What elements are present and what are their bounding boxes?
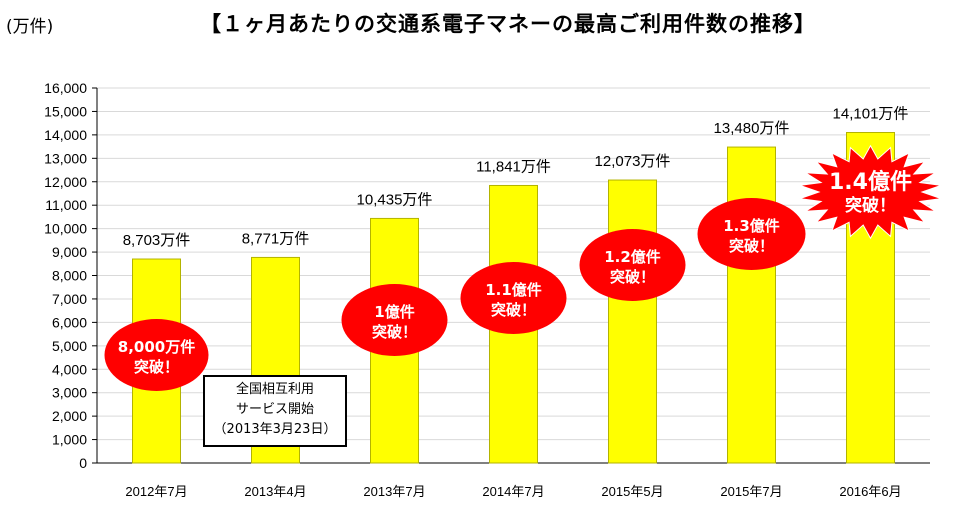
milestone-badge xyxy=(104,319,209,391)
bar xyxy=(608,179,657,464)
y-tick-label: 7,000 xyxy=(52,291,87,307)
milestone-badge-amount: 1.1億件 xyxy=(485,281,542,299)
milestone-badge-text: 突破！ xyxy=(610,268,655,286)
y-axis-unit-label: (万件) xyxy=(6,17,54,37)
milestone-badge-amount: 8,000万件 xyxy=(118,338,195,356)
milestone-badge-amount: 1.2億件 xyxy=(604,248,661,266)
y-tick-label: 16,000 xyxy=(44,80,87,96)
milestone-badge-text: 突破！ xyxy=(729,237,774,255)
milestone-badge-text: 突破！ xyxy=(491,301,536,319)
y-tick-label: 13,000 xyxy=(44,150,87,166)
data-label: 13,480万件 xyxy=(714,120,790,137)
note-line-3: （2013年3月23日） xyxy=(213,422,337,437)
milestone-badge-amount: 1.4億件 xyxy=(829,169,912,195)
x-tick-label: 2015年5月 xyxy=(601,484,663,499)
milestone-badge-amount: 1億件 xyxy=(374,303,414,321)
milestone-badge-text: 突破！ xyxy=(134,358,179,376)
y-tick-label: 0 xyxy=(79,455,87,471)
data-label: 11,841万件 xyxy=(476,158,551,175)
x-tick-label: 2013年7月 xyxy=(363,484,425,499)
y-tick-label: 1,000 xyxy=(52,432,87,448)
y-tick-label: 10,000 xyxy=(44,221,87,237)
bar xyxy=(727,146,776,464)
x-tick-label: 2013年4月 xyxy=(244,484,306,499)
y-tick-label: 8,000 xyxy=(52,268,87,284)
y-tick-label: 14,000 xyxy=(44,127,87,143)
milestone-badge-text: 突破！ xyxy=(372,323,417,341)
milestone-badge xyxy=(341,284,448,356)
milestone-badge xyxy=(579,229,686,301)
y-tick-label: 9,000 xyxy=(52,244,87,260)
data-label: 8,771万件 xyxy=(242,230,310,247)
x-tick-label: 2015年7月 xyxy=(720,484,782,499)
y-tick-label: 11,000 xyxy=(45,197,87,213)
x-tick-label: 2012年7月 xyxy=(125,484,187,499)
note-line-1: 全国相互利用 xyxy=(235,382,314,397)
milestone-badge xyxy=(697,198,806,270)
milestone-badge-text: 突破！ xyxy=(845,195,896,216)
y-tick-label: 6,000 xyxy=(52,314,87,330)
y-tick-label: 5,000 xyxy=(52,338,87,354)
y-tick-label: 2,000 xyxy=(52,408,87,424)
data-label: 14,101万件 xyxy=(833,106,909,123)
y-tick-label: 3,000 xyxy=(52,385,87,401)
data-label: 10,435万件 xyxy=(357,191,433,208)
y-tick-label: 4,000 xyxy=(52,361,87,377)
milestone-badge-amount: 1.3億件 xyxy=(723,217,780,235)
data-label: 12,073万件 xyxy=(595,153,671,170)
data-label: 8,703万件 xyxy=(123,232,191,249)
milestone-burst-badge xyxy=(799,144,942,240)
x-tick-label: 2014年7月 xyxy=(482,484,544,499)
x-tick-label: 2016年6月 xyxy=(839,484,901,499)
chart-title: 【１ヶ月あたりの交通系電子マネーの最高ご利用件数の推移】 xyxy=(200,12,816,36)
y-tick-label: 15,000 xyxy=(44,103,87,119)
y-tick-label: 12,000 xyxy=(44,174,87,190)
milestone-badge xyxy=(460,262,567,334)
note-line-2: サービス開始 xyxy=(235,402,314,417)
nationwide-service-note: 全国相互利用 サービス開始 （2013年3月23日） xyxy=(203,375,347,447)
